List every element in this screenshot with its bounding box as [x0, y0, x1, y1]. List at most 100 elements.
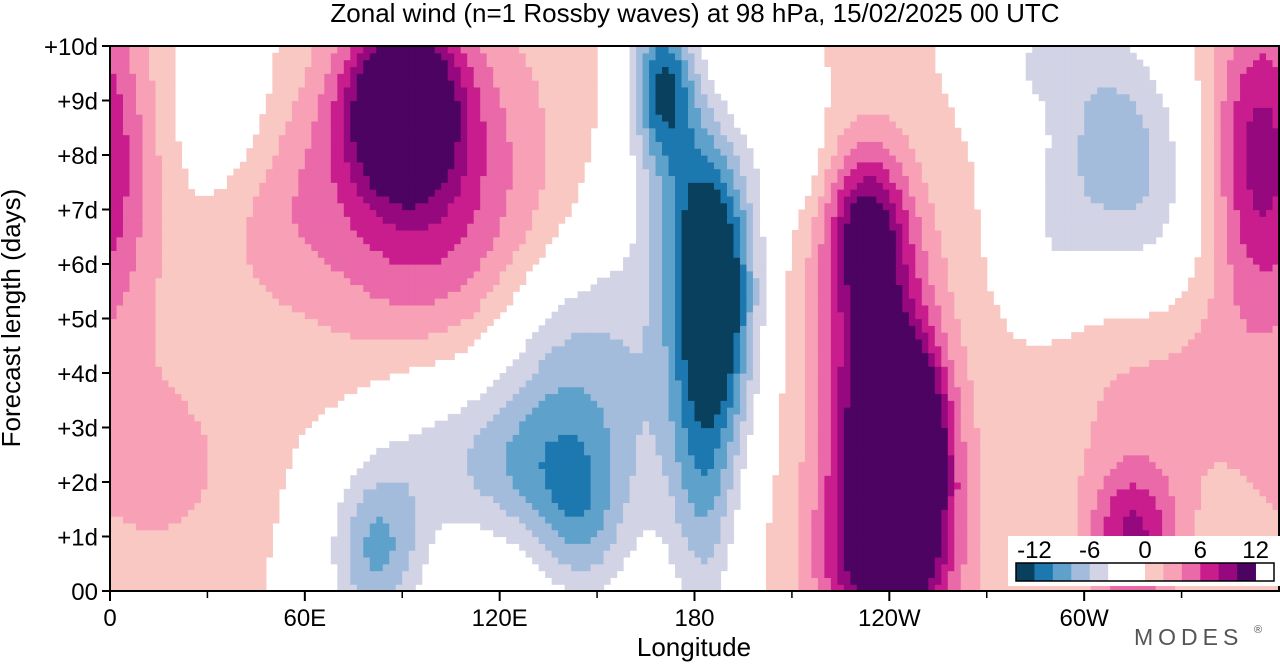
heatmap-cell — [1259, 461, 1267, 469]
heatmap-cell — [915, 386, 923, 395]
heatmap-cell — [1168, 468, 1176, 476]
heatmap-cell — [1012, 468, 1020, 476]
heatmap-cell — [161, 536, 170, 544]
heatmap-cell — [356, 522, 364, 531]
heatmap-cell — [486, 447, 494, 456]
heatmap-cell — [726, 522, 735, 531]
heatmap-cell — [629, 509, 637, 517]
heatmap-cell — [1058, 413, 1066, 422]
heatmap-cell — [447, 461, 455, 469]
heatmap-cell — [1025, 447, 1033, 456]
heatmap-cell — [584, 536, 592, 544]
heatmap-cell — [1266, 393, 1274, 401]
heatmap-cell — [285, 434, 293, 442]
heatmap-cell — [213, 454, 221, 463]
heatmap-cell — [876, 536, 884, 544]
heatmap-cell — [545, 522, 553, 531]
heatmap-cell — [778, 441, 787, 449]
heatmap-cell — [330, 386, 338, 395]
heatmap-cell — [343, 379, 351, 388]
heatmap-cell — [1110, 522, 1118, 531]
heatmap-cell — [681, 495, 689, 504]
heatmap-cell — [155, 495, 163, 504]
heatmap-cell — [882, 543, 890, 551]
heatmap-cell — [668, 441, 676, 449]
heatmap-cell — [603, 461, 611, 469]
heatmap-cell — [973, 556, 981, 565]
heatmap-cell — [525, 400, 533, 408]
heatmap-cell — [142, 393, 150, 401]
heatmap-cell — [1103, 400, 1111, 408]
heatmap-cell — [882, 434, 890, 442]
heatmap-cell — [986, 556, 994, 565]
heatmap-cell — [856, 495, 864, 504]
heatmap-cell — [726, 529, 735, 538]
heatmap-cell — [623, 407, 631, 415]
heatmap-cell — [688, 454, 696, 463]
heatmap-cell — [902, 584, 910, 591]
heatmap-cell — [1032, 393, 1040, 401]
heatmap-cell — [1155, 495, 1163, 504]
heatmap-cell — [1142, 407, 1150, 415]
heatmap-cell — [681, 407, 689, 415]
heatmap-cell — [895, 407, 903, 415]
heatmap-cell — [402, 488, 410, 497]
heatmap-cell — [220, 373, 228, 381]
heatmap-cell — [739, 447, 748, 456]
heatmap-cell — [1032, 434, 1040, 442]
heatmap-cell — [1019, 413, 1027, 422]
heatmap-cell — [506, 413, 514, 422]
heatmap-cell — [1227, 386, 1235, 395]
heatmap-cell — [1175, 584, 1183, 591]
heatmap-cell — [960, 529, 968, 538]
heatmap-cell — [804, 577, 812, 585]
heatmap-cell — [1233, 495, 1241, 504]
heatmap-cell — [856, 570, 864, 578]
heatmap-cell — [395, 550, 403, 558]
heatmap-cell — [1227, 529, 1235, 538]
heatmap-cell — [480, 407, 488, 415]
heatmap-cell — [116, 373, 124, 381]
heatmap-cell — [525, 447, 533, 456]
heatmap-cell — [454, 468, 462, 476]
heatmap-cell — [272, 420, 280, 429]
heatmap-cell — [1090, 407, 1098, 415]
heatmap-cell — [324, 393, 332, 401]
heatmap-cell — [1240, 393, 1248, 401]
heatmap-cell — [213, 563, 221, 572]
heatmap-cell — [662, 386, 670, 395]
heatmap-cell — [1051, 488, 1059, 497]
heatmap-cell — [688, 529, 696, 538]
heatmap-cell — [389, 454, 397, 463]
heatmap-cell — [1019, 454, 1027, 463]
heatmap-cell — [408, 447, 416, 456]
heatmap-cell — [525, 522, 533, 531]
heatmap-cell — [681, 379, 689, 388]
heatmap-cell — [304, 420, 312, 429]
heatmap-cell — [1259, 434, 1267, 442]
heatmap-cell — [259, 577, 267, 585]
heatmap-cell — [460, 420, 468, 429]
heatmap-cell — [213, 475, 221, 483]
heatmap-cell — [1220, 495, 1228, 504]
heatmap-cell — [999, 577, 1007, 585]
heatmap-cell — [973, 434, 981, 442]
heatmap-cell — [778, 488, 787, 497]
heatmap-cell — [233, 509, 241, 517]
heatmap-cell — [155, 386, 163, 395]
heatmap-cell — [545, 563, 553, 572]
heatmap-cell — [889, 550, 897, 558]
heatmap-cell — [791, 434, 800, 442]
heatmap-cell — [1006, 495, 1014, 504]
heatmap-cell — [1227, 475, 1235, 483]
heatmap-cell — [1266, 482, 1274, 490]
heatmap-cell — [174, 502, 183, 510]
heatmap-cell — [454, 434, 462, 442]
heatmap-cell — [1006, 516, 1014, 524]
heatmap-cell — [350, 482, 358, 490]
heatmap-cell — [947, 407, 955, 415]
heatmap-cell — [811, 543, 819, 551]
heatmap-cell — [889, 386, 897, 395]
heatmap-cell — [356, 509, 364, 517]
